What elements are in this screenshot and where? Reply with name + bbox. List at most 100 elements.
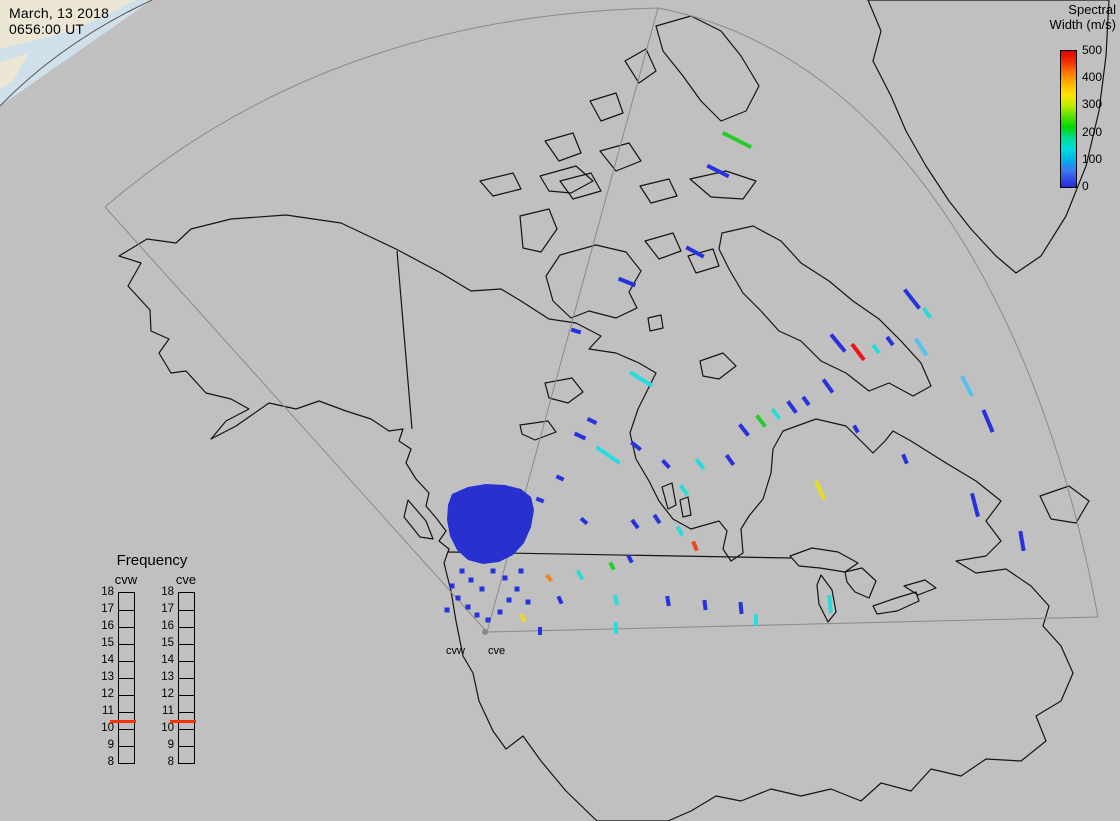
arctic-islet-3 [599, 142, 642, 172]
echo-mark [628, 370, 654, 388]
frequency-tick-label: 9 [107, 739, 114, 751]
frequency-tick-label: 16 [101, 620, 114, 632]
echo-mark [630, 518, 640, 530]
coastline-vancouver-island [403, 499, 434, 540]
echo-mark [786, 400, 798, 414]
echo-mark [753, 613, 759, 627]
ground-scatter-dot [449, 583, 455, 589]
echo-mark [661, 458, 671, 470]
echo-mark [612, 594, 620, 606]
frequency-cell-line [119, 729, 134, 730]
frequency-tick-label: 10 [161, 722, 174, 734]
lake-erie [872, 591, 920, 615]
frequency-cell-line [179, 729, 194, 730]
echo-mark [665, 595, 671, 607]
frequency-cell-line [179, 712, 194, 713]
arctic-islet-1 [589, 92, 624, 122]
coastlines [118, 0, 1110, 821]
ground-scatter-dot [485, 617, 491, 623]
radar-site-dot [482, 629, 488, 635]
island-banks [519, 208, 558, 253]
frequency-tick-label: 9 [167, 739, 174, 751]
frequency-tick-label: 8 [107, 756, 114, 768]
frequency-tick-label: 12 [101, 688, 114, 700]
frequency-tick-label: 18 [161, 586, 174, 598]
echo-mark [556, 595, 564, 605]
echo-mark [821, 378, 835, 394]
echo-mark [519, 613, 527, 623]
frequency-tick-label: 11 [102, 705, 114, 717]
ground-scatter-dot [468, 577, 474, 583]
echo-layer [519, 130, 1026, 636]
echo-mark [579, 516, 589, 526]
great-bear-lake [544, 377, 584, 404]
echo-mark [960, 375, 974, 397]
frequency-cell-line [179, 746, 194, 747]
ground-scatter-dot [502, 575, 508, 581]
frequency-cell-line [119, 678, 134, 679]
island-baffin [718, 225, 932, 397]
frequency-column-cve: cve 18 17 16 15 14 13 12 11 10 9 8 [154, 572, 200, 777]
frequency-cell-line [119, 644, 134, 645]
colorbar-subtitle: Width (m/s) [1049, 17, 1116, 32]
echo-mark [595, 445, 621, 465]
frequency-scale-bar [110, 592, 136, 764]
frequency-column-header: cvw [114, 572, 138, 587]
colorbar-tick-label: 400 [1082, 70, 1103, 85]
great-slave-lake [519, 420, 557, 441]
echo-mark [706, 163, 730, 179]
colorbar-tick-label: 0 [1082, 179, 1089, 193]
ground-scatter-dot [474, 612, 480, 618]
echo-mark [970, 492, 980, 518]
frequency-cell-line [119, 610, 134, 611]
frequency-column-header: cve [175, 572, 197, 587]
echo-mark [770, 408, 782, 420]
ground-scatter-dot [514, 586, 520, 592]
echo-mark [555, 474, 565, 482]
colorbar-tick-label: 100 [1082, 151, 1103, 166]
projection-corner [0, 0, 153, 107]
island-prince-of-wales [644, 232, 682, 260]
echo-mark [852, 424, 860, 434]
frequency-tick-label: 16 [161, 620, 174, 632]
fov-range-arc [104, 7, 1099, 618]
lake-ontario [903, 579, 937, 596]
echo-mark [885, 335, 895, 347]
island-victoria [545, 244, 642, 319]
lake-huron [844, 567, 877, 599]
echo-mark [678, 483, 690, 497]
echo-mark [544, 573, 554, 583]
frequency-tick-label: 14 [101, 654, 114, 666]
frequency-cell-line [179, 627, 194, 628]
island-melville [539, 165, 594, 194]
frequency-current-marker [170, 719, 196, 723]
arctic-islet-5 [639, 178, 678, 204]
island-newfoundland [1039, 485, 1090, 524]
echo-mark [913, 337, 929, 357]
echo-mark [814, 480, 826, 500]
ground-scatter-dot [497, 609, 503, 615]
echo-mark [901, 453, 909, 465]
island-axel [624, 48, 657, 84]
radar-label-cvw: cvw [446, 645, 465, 657]
ground-scatter-dot [506, 597, 512, 603]
island-ellesmere [655, 15, 760, 122]
frequency-cell-line [179, 644, 194, 645]
coastline-greenland [867, 0, 1110, 274]
echo-mark [755, 414, 767, 428]
island-southampton [699, 352, 737, 380]
ground-scatter-dot [518, 568, 524, 574]
lake-winnipeg [661, 482, 677, 510]
echo-mark [573, 431, 587, 441]
ground-scatter-dot [490, 568, 496, 574]
echo-mark [586, 416, 598, 426]
frequency-tick-label: 15 [101, 637, 114, 649]
echo-mark [801, 395, 811, 407]
echo-mark [630, 440, 642, 452]
frequency-legend: Frequency cvw 18 17 16 15 14 13 12 11 10 9 8 cve 18 17… [90, 552, 240, 784]
frequency-tick-label: 15 [161, 637, 174, 649]
frequency-tick-label: 18 [101, 586, 114, 598]
frequency-cell-line [119, 712, 134, 713]
